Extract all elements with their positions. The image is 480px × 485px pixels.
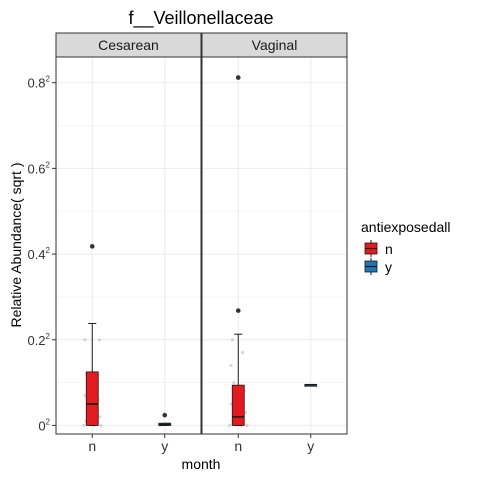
- plot-area: Cesarean n y Vaginal n y 02 0.22 0.42 0.62 0.82: [27, 32, 348, 454]
- x-tick-label: y: [161, 438, 168, 454]
- box-n: [85, 371, 99, 426]
- facet-strip-label: Vaginal: [252, 37, 298, 53]
- chart-title: f__Veillonellaceae: [128, 8, 273, 29]
- legend: ny: [364, 240, 393, 275]
- legend-label: y: [385, 259, 392, 275]
- facet-strip-label: Cesarean: [98, 37, 159, 53]
- legend-key-y: y: [364, 258, 392, 275]
- y-tick-label: 0.82: [27, 75, 50, 91]
- outlier-point: [89, 244, 95, 249]
- y-tick-label: 0.62: [27, 160, 50, 176]
- jitter-point: [232, 380, 236, 385]
- facet-strip: [55, 32, 202, 58]
- outlier-point: [162, 412, 168, 418]
- outlier-point: [235, 75, 241, 80]
- jitter-point: [230, 338, 235, 342]
- jitter-point: [229, 402, 233, 406]
- legend-title: antiexposedall: [361, 219, 451, 235]
- jitter-point: [245, 423, 249, 428]
- jitter-point: [99, 423, 103, 428]
- legend-key-n: n: [364, 240, 393, 257]
- x-axis-label: month: [182, 456, 221, 472]
- jitter-point: [97, 415, 102, 419]
- jitter-point: [227, 423, 232, 428]
- legend-label: n: [385, 241, 393, 257]
- jitter-point: [83, 338, 87, 342]
- y-tick-label: 0.42: [27, 246, 50, 262]
- y-tick-label: 02: [38, 417, 50, 433]
- y-tick-label: 0.22: [27, 332, 50, 348]
- outlier-point: [235, 308, 241, 313]
- panel-border: [201, 56, 348, 435]
- panel-border: [55, 56, 202, 435]
- jitter-point: [81, 423, 86, 428]
- jitter-point: [243, 410, 248, 415]
- jitter-point: [241, 351, 245, 355]
- x-tick-label: y: [307, 438, 314, 454]
- jitter-point: [97, 338, 102, 342]
- y-axis-label: Relative Abundance( sqrt ): [8, 163, 24, 328]
- x-tick-label: n: [88, 438, 96, 454]
- jitter-point: [229, 363, 233, 368]
- x-tick-label: n: [234, 438, 242, 454]
- jitter-point: [83, 393, 87, 398]
- box-n: [231, 384, 245, 426]
